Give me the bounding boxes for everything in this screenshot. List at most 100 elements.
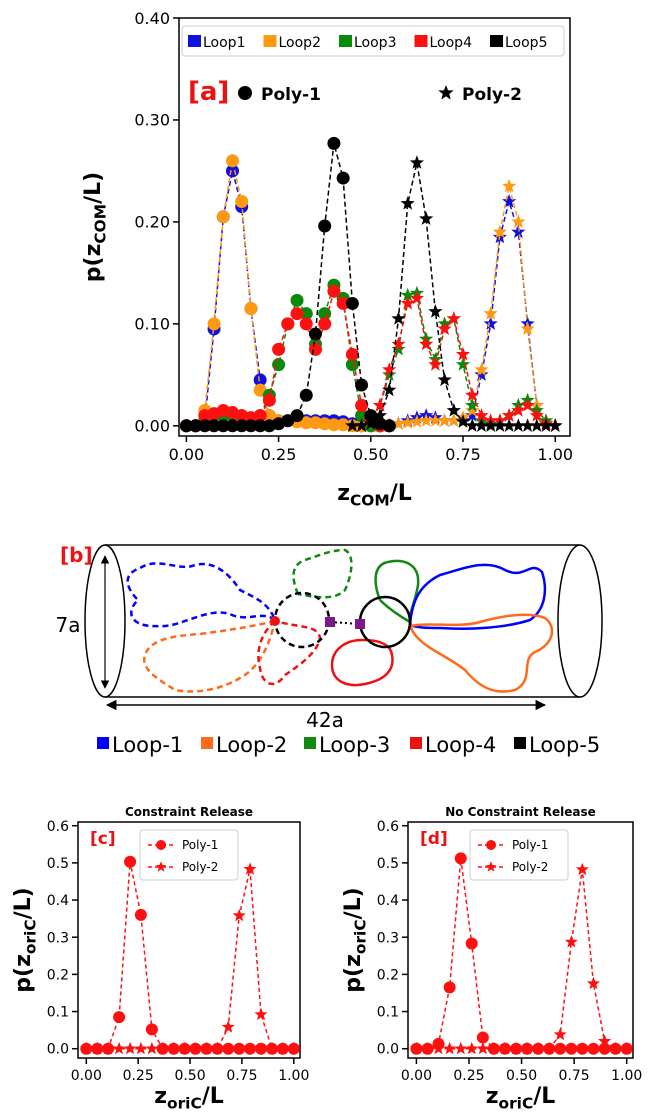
star-marker [101,1041,115,1055]
star-marker [511,224,526,239]
circle-marker [308,327,322,341]
circle-marker [113,1011,126,1024]
circle-marker [253,419,267,433]
legend-label: Loop5 [505,35,547,51]
star-marker [492,418,507,432]
star-marker [90,1041,104,1055]
origin-bead [270,616,280,626]
y-tick-label: 0.5 [377,856,399,872]
x-tick-label: 0.75 [226,1068,257,1084]
loop [374,559,420,625]
x-tick-label: 1.00 [611,1068,642,1084]
star-marker [598,1034,612,1047]
loop [408,613,554,693]
legend-swatch [201,737,213,749]
star-marker [465,408,480,422]
circle-marker [336,171,350,185]
star-marker [188,1041,202,1055]
star-marker [474,367,489,381]
star-marker [542,1041,556,1055]
axis-label-part: p(z [11,954,36,993]
panel-label: [a] [188,77,229,107]
loop [126,562,277,628]
star-marker [409,155,424,169]
x-tick-label: 0.25 [123,1068,154,1084]
axis-label-part: /L [202,1084,224,1109]
chart-title: Constraint Release [125,805,253,819]
plot-frame [407,821,634,1059]
star-marker [428,304,443,318]
star-marker [409,414,424,428]
y-tick-label: 0.6 [377,819,399,835]
y-tick-label: 0.00 [134,417,170,436]
star-marker [529,418,544,432]
circle-marker [345,347,359,361]
y-tick-label: 0.6 [47,819,69,835]
star-marker [520,321,535,335]
star-marker [199,1041,213,1055]
circle-marker [235,195,249,209]
axis-label: zCOM/L [337,481,412,510]
circle-marker [189,419,203,433]
height-label: 7a [56,613,81,637]
circle-marker [382,419,396,433]
legend-label: Poly-2 [182,860,218,874]
y-tick-label: 0.3 [47,930,69,946]
circle-marker [290,293,304,307]
circle-marker [299,416,313,430]
star-marker [221,1020,235,1033]
star-marker [531,1041,545,1055]
star-marker [354,418,369,432]
x-tick-label: 1.00 [537,445,573,464]
star-marker [400,296,415,310]
series-line [352,292,556,427]
star-marker [409,290,424,305]
y-tick-label: 0.0 [377,1042,399,1058]
x-tick-label: 0.00 [71,1068,102,1084]
x-tick-label: 0.75 [445,445,481,464]
circle-marker [454,852,467,865]
star-marker [391,416,406,430]
circle-marker [207,317,221,331]
circle-marker [327,284,341,298]
star-marker [265,1041,279,1055]
axis-label-part: oriC [352,919,370,954]
star-marker [134,1041,148,1055]
star-marker [511,214,526,228]
legend-label: Loop-5 [529,733,600,757]
star-marker [363,416,378,430]
circle-marker [598,1042,611,1055]
star-marker [529,408,544,422]
circle-marker [233,1042,246,1055]
star-marker [446,311,461,325]
circle-marker [465,937,478,950]
star-marker [276,1041,290,1055]
star-marker [454,1041,468,1055]
axis-label-part: z [337,481,350,506]
cylinder-end [557,544,603,698]
circle-marker [244,302,258,316]
star-marker [586,976,600,990]
star-marker [409,1041,423,1055]
circle-marker [486,840,496,850]
y-tick-label: 0.40 [134,9,170,28]
star-marker [419,336,434,351]
axis-label: p(zoriC/L) [11,887,40,992]
star-marker [502,408,517,422]
star-marker [502,418,517,432]
length-label: 42a [306,708,344,732]
axis-label-part: oriC [167,1095,202,1113]
x-tick-label: 0.25 [261,445,297,464]
plot-frame [178,17,571,437]
legend-label: Loop3 [354,35,396,51]
axis-label-part: z [154,1084,167,1109]
axis-label: p(zCOM/L) [81,172,110,282]
star-marker [437,321,452,335]
legend-label: Loop4 [430,35,473,51]
legend-box [181,25,565,57]
plot-frame [77,821,301,1059]
axis-label-part: oriC [22,919,40,954]
star-marker [419,413,434,427]
series-line [416,869,627,1050]
